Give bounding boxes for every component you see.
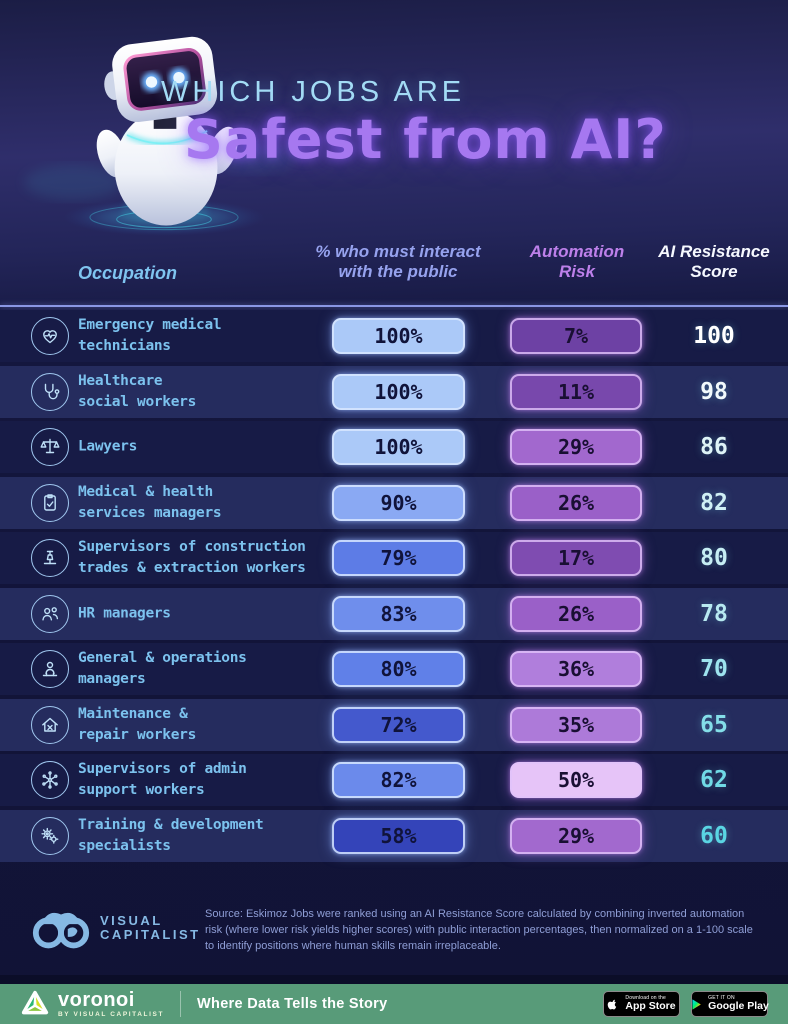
occupation-label: Maintenance & repair workers [78,705,197,743]
ai-resistance-score: 100 [693,323,735,349]
public-interaction-pill: 100% [332,318,465,354]
table-row: Supervisors of admin support workers 82% … [0,754,788,806]
table-row: HR managers 83% 26% 78 [0,587,788,640]
occupation-label: HR managers [78,605,171,621]
table-row: Training & development specialists 58% 29… [0,809,788,862]
header-divider [0,305,788,307]
voronoi-brand: voronoi [58,988,135,1011]
visual-capitalist-logo-icon [32,912,90,949]
app-store-badge[interactable]: Download on the App Store [603,991,680,1017]
ai-resistance-score: 80 [700,545,728,571]
scales-icon [31,428,69,466]
admin-network-icon [31,761,69,799]
ai-resistance-score: 78 [700,600,728,627]
google-play-icon [692,998,701,1010]
column-header-occupation: Occupation [78,263,178,283]
google-play-badge[interactable]: GET IT ON Google Play [691,991,769,1017]
occupation-table: Emergency medical technicians 100% 7% 100… [0,310,788,865]
automation-risk-pill: 11% [510,373,642,410]
occupation-label: Supervisors of admin support workers [78,761,247,798]
ai-resistance-score: 60 [700,822,728,849]
table-row: Supervisors of construction trades & extr… [0,532,788,584]
public-interaction-pill: 90% [332,484,465,521]
table-row: Maintenance & repair workers 72% 35% 65 [0,698,788,751]
ai-resistance-score: 98 [700,378,728,405]
table-row: Healthcare social workers 100% 11% 98 [0,365,788,418]
clipboard-icon [31,483,69,522]
gears-icon [31,816,69,855]
heart-pulse-icon [31,317,69,355]
automation-risk-pill: 50% [510,762,642,798]
occupation-label: Training & development specialists [78,816,264,854]
automation-risk-pill: 17% [510,540,642,576]
public-interaction-pill: 80% [332,651,465,687]
column-header-ai-resistance-score: AI Resistance Score [658,242,770,281]
public-interaction-pill: 58% [332,817,465,854]
occupation-label: Supervisors of construction trades & extr… [78,539,306,576]
page-title: Safest from AI? [184,108,667,171]
automation-risk-pill: 35% [510,706,642,743]
ai-resistance-score: 70 [700,656,728,682]
table-row: Medical & health services managers 90% 26… [0,476,788,529]
construction-icon [31,539,69,577]
robot-illustration [24,36,296,236]
operations-manager-icon [31,650,69,688]
public-interaction-pill: 100% [332,429,465,465]
occupation-label: General & operations managers [78,650,247,687]
column-header-public-interaction: % who must interact with the public [315,242,481,281]
occupation-label: Medical & health services managers [78,483,222,521]
source-note: Source: Eskimoz Jobs were ranked using a… [205,908,753,952]
automation-risk-pill: 26% [510,595,642,632]
voronoi-brand-sub: BY VISUAL CAPITALIST [58,1010,165,1018]
table-row: Emergency medical technicians 100% 7% 100 [0,310,788,362]
occupation-label: Emergency medical technicians [78,317,222,354]
column-header-automation-risk: Automation Risk [529,242,625,281]
footer-strip [0,975,788,984]
automation-risk-pill: 29% [510,429,642,465]
table-row: Lawyers 100% 29% 86 [0,421,788,473]
automation-risk-pill: 29% [510,817,642,854]
public-interaction-pill: 100% [332,373,465,410]
automation-risk-pill: 36% [510,651,642,687]
banner-divider [180,991,182,1017]
apple-icon [608,999,617,1009]
ai-resistance-score: 62 [700,767,728,793]
public-interaction-pill: 72% [332,706,465,743]
title-kicker: WHICH JOBS ARE [161,76,466,108]
app-banner: voronoi BY VISUAL CAPITALIST Where Data … [0,984,788,1024]
voronoi-logo-icon [21,990,49,1015]
table-row: General & operations managers 80% 36% 70 [0,643,788,695]
home-repair-icon [31,705,69,744]
occupation-label: Lawyers [78,438,138,455]
stethoscope-icon [31,372,69,411]
occupation-label: Healthcare social workers [78,372,197,410]
ai-resistance-score: 86 [700,434,728,460]
public-interaction-pill: 79% [332,540,465,576]
visual-capitalist-logo: VISUAL CAPITALIST [30,902,201,954]
ai-resistance-score: 82 [700,489,728,516]
public-interaction-pill: 83% [332,595,465,632]
automation-risk-pill: 7% [510,318,642,354]
ai-resistance-score: 65 [700,711,728,738]
banner-tagline: Where Data Tells the Story [197,996,388,1012]
public-interaction-pill: 82% [332,762,465,798]
hr-people-icon [31,594,69,633]
automation-risk-pill: 26% [510,484,642,521]
